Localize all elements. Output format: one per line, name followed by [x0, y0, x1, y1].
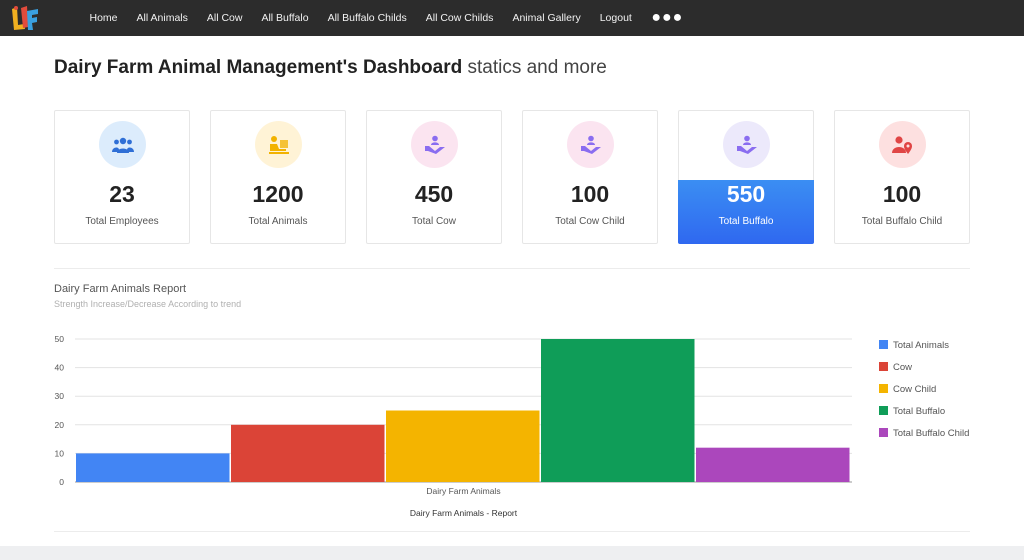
stat-value: 100: [570, 181, 610, 207]
bar-cow: [231, 424, 385, 482]
stat-value: 1200: [252, 181, 304, 207]
section-divider: [54, 268, 970, 269]
nav-item-home[interactable]: Home: [89, 12, 118, 24]
stat-card[interactable]: 450 Total Cow: [366, 110, 502, 244]
page-title: Dairy Farm Animal Management's Dashboard…: [54, 57, 607, 79]
legend-swatch: [879, 340, 888, 349]
y-tick-label: 30: [55, 391, 65, 401]
stat-card[interactable]: 100 Total Cow Child: [522, 110, 658, 244]
page-title-bold: Dairy Farm Animal Management's Dashboard: [54, 57, 463, 78]
legend-label: Total Animals: [893, 340, 949, 351]
legend-swatch: [879, 384, 888, 393]
hand-care-icon: [723, 121, 770, 168]
stat-label: Total Cow: [412, 216, 456, 227]
main-nav: Home All Animals All Cow All Buffalo All…: [80, 0, 693, 36]
footer-bar: [0, 546, 1024, 560]
report-subtitle: Strength Increase/Decrease According to …: [54, 299, 242, 309]
y-tick-label: 10: [55, 448, 65, 458]
more-menu-icon[interactable]: ●●●: [651, 9, 684, 26]
stat-label: Total Employees: [85, 216, 159, 227]
stat-card[interactable]: 1200 Total Animals: [210, 110, 346, 244]
nav-item-animal-gallery[interactable]: Animal Gallery: [512, 12, 581, 24]
active-card-highlight: [678, 180, 814, 244]
bar-total-buffalo: [541, 339, 695, 482]
hand-care-icon: [567, 121, 614, 168]
stat-card[interactable]: 23 Total Employees: [54, 110, 190, 244]
nav-item-logout[interactable]: Logout: [599, 12, 632, 24]
chart-title: Dairy Farm Animals - Report: [410, 508, 518, 518]
y-tick-label: 20: [55, 420, 65, 430]
stat-card[interactable]: 100 Total Buffalo Child: [834, 110, 970, 244]
nav-item-all-cow-childs[interactable]: All Cow Childs: [425, 12, 494, 24]
x-category-label: Dairy Farm Animals: [426, 486, 500, 496]
stat-label: Total Buffalo: [718, 216, 774, 227]
user-location-icon: [879, 121, 926, 168]
top-navbar: Home All Animals All Cow All Buffalo All…: [0, 0, 1024, 36]
nav-item-all-cow[interactable]: All Cow: [206, 12, 243, 24]
bar-total-buffalo-child: [696, 447, 850, 482]
y-tick-label: 0: [59, 477, 64, 487]
legend-label: Cow: [893, 362, 912, 373]
stat-label: Total Animals: [248, 216, 308, 227]
legend-label: Total Buffalo: [893, 406, 945, 417]
legend-swatch: [879, 362, 888, 371]
legend-label: Total Buffalo Child: [893, 428, 969, 439]
hand-care-icon: [411, 121, 458, 168]
y-tick-label: 50: [55, 334, 65, 344]
nav-item-all-buffalo[interactable]: All Buffalo: [261, 12, 309, 24]
bar-total-animals: [76, 453, 230, 482]
logo-icon[interactable]: [10, 5, 40, 31]
chart-bottom-divider: [54, 531, 970, 532]
person-at-desk-icon: [255, 121, 302, 168]
legend-swatch: [879, 428, 888, 437]
bar-chart: 0 10 20 30 40 50 Dairy Farm Animals Dairy Farm …: [55, 334, 970, 518]
stat-value: 550: [726, 181, 766, 207]
legend-swatch: [879, 406, 888, 415]
stat-value: 23: [109, 181, 135, 207]
legend-label: Cow Child: [893, 384, 936, 395]
report-title: Dairy Farm Animals Report: [54, 283, 187, 295]
nav-item-all-buffalo-childs[interactable]: All Buffalo Childs: [327, 12, 407, 24]
stat-label: Total Cow Child: [555, 216, 625, 227]
nav-item-all-animals[interactable]: All Animals: [136, 12, 188, 24]
page-title-rest: statics and more: [467, 57, 607, 78]
stat-card[interactable]: 550 Total Buffalo: [678, 110, 814, 244]
stat-value: 450: [414, 181, 454, 207]
y-tick-label: 40: [55, 363, 65, 373]
bar-cow-child: [386, 410, 540, 482]
stat-value: 100: [882, 181, 922, 207]
stat-label: Total Buffalo Child: [861, 216, 943, 227]
users-icon: [99, 121, 146, 168]
